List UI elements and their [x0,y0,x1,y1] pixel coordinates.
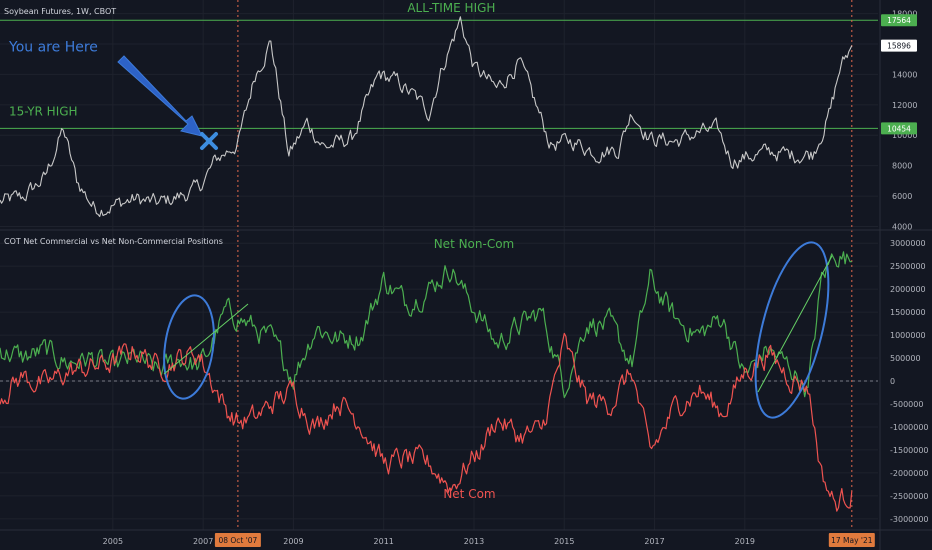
x-tick-label: 2007 [193,537,213,546]
hline-value-tag [881,14,917,27]
annotation-net-non-com: Net Non-Com [434,237,515,251]
x-tick-label: 2015 [554,537,574,546]
cot-y-tick-label: 0 [890,377,895,386]
cot-y-tick-label: 2000000 [890,285,926,294]
price-y-tick-label: 14000 [892,70,917,79]
date-marker-tag [828,533,875,547]
date-marker-lines [237,0,853,530]
price-y-tick-label: 4000 [892,222,912,231]
trendline-2021 [757,255,833,393]
price-layer [0,16,853,218]
price-y-tick-label: 6000 [892,192,912,201]
x-tick-label: 2013 [464,537,484,546]
trendline-2007 [163,303,249,375]
cot-layer [0,251,878,512]
cot-y-tick-label: -3000000 [890,515,929,524]
date-marker-tag-label: 08 Oct '07 [218,536,257,545]
price-series-line [0,16,853,218]
cot-y-tick-label: 500000 [890,354,921,363]
price-y-tick-label: 18000 [892,10,917,19]
axis-labels: 4000600080001000012000140001600018000300… [103,10,929,546]
x-tick-label: 2011 [374,537,394,546]
cot-chart-title: COT Net Commercial vs Net Non-Commercial… [4,237,223,246]
cot-y-tick-label: -2000000 [890,469,929,478]
cross-marker-icon [200,132,218,150]
annotations: ALL-TIME HIGH 15-YR HIGH You are Here Net N… [8,1,514,501]
price-tags: 17564 10454 15896 08 Oct '07 17 May '21 [214,14,917,547]
last-price-tag-label: 15896 [887,42,911,51]
annotation-15yr-high: 15-YR HIGH [9,104,78,118]
series-line-net-com [0,332,853,512]
annotation-net-com: Net Com [443,487,495,501]
date-marker-tag-label: 17 May '21 [831,536,873,545]
price-y-tick-label: 10000 [892,131,917,140]
highlight-ellipse-2007 [163,294,215,400]
x-tick-label: 2017 [644,537,664,546]
price-y-tick-label: 12000 [892,101,917,110]
x-tick-label: 2005 [103,537,123,546]
annotation-all-time-high: ALL-TIME HIGH [407,1,495,15]
x-tick-label: 2019 [735,537,755,546]
cot-y-tick-label: -1000000 [890,423,929,432]
grid [0,0,878,530]
arrow-icon [117,55,203,137]
cot-y-tick-label: 1000000 [890,331,926,340]
price-hlines [0,19,878,129]
price-chart-title: Soybean Futures, 1W, CBOT [4,7,116,16]
cot-y-tick-label: 2500000 [890,262,926,271]
cot-y-tick-label: 1500000 [890,308,926,317]
price-y-tick-label: 8000 [892,162,912,171]
x-tick-label: 2009 [283,537,303,546]
hline-value-tag [881,122,917,135]
cot-y-tick-label: -500000 [890,400,923,409]
date-marker-tag [214,533,261,547]
hline-value-tag-label: 17564 [887,16,911,25]
annotation-you-are-here: You are Here [8,40,98,56]
hline-value-tag-label: 10454 [887,124,911,133]
cot-y-tick-label: -1500000 [890,446,929,455]
highlight-ellipse-2021 [754,241,830,419]
last-price-tag [881,39,917,52]
cot-y-tick-label: -2500000 [890,492,929,501]
cot-y-tick-label: 3000000 [890,239,926,248]
